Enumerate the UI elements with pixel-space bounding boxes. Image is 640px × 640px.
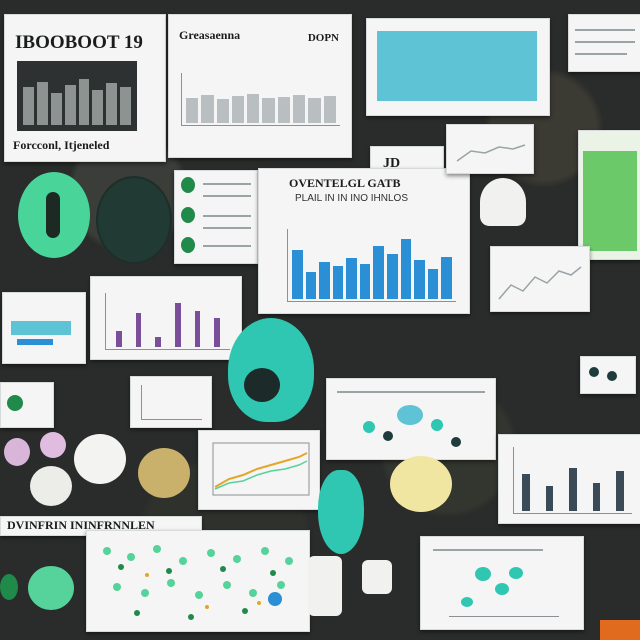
pink-flower-graphic bbox=[4, 438, 30, 466]
dashboard-card-far-right bbox=[568, 14, 640, 72]
purple-bar-chart-card bbox=[90, 276, 242, 360]
teal-band bbox=[11, 321, 71, 335]
line-chart bbox=[456, 144, 526, 162]
right-line-chart-card bbox=[490, 246, 590, 312]
right-icon-card bbox=[580, 356, 636, 394]
gold-coin-graphic bbox=[138, 448, 190, 498]
banner-text: DVINFRIN ININFRNNLEN bbox=[7, 518, 155, 532]
bar-chart bbox=[105, 293, 230, 350]
dashboard-card-top-right bbox=[366, 18, 550, 116]
small-icon-card bbox=[0, 382, 54, 428]
bar-chart bbox=[17, 61, 137, 131]
card-title-right: DOPN bbox=[307, 32, 339, 44]
green-panel-fill bbox=[583, 151, 637, 251]
card-title: IBOOBOOT 19 bbox=[15, 32, 143, 53]
white-dome-graphic bbox=[480, 178, 526, 226]
puzzle-graphic bbox=[308, 556, 342, 616]
puzzle-graphic bbox=[362, 560, 392, 594]
card-caption: Forcconl, Itjeneled bbox=[13, 138, 110, 152]
green-rosette-graphic bbox=[0, 574, 18, 600]
dot-pattern-card bbox=[86, 530, 310, 632]
card-title-left: Greasaenna bbox=[179, 28, 241, 42]
teal-ribbon-graphic bbox=[318, 470, 364, 554]
bar-chart bbox=[513, 447, 632, 514]
left-teal-chart-card bbox=[2, 292, 86, 364]
center-card-title: OVENTELGL GATB bbox=[289, 176, 401, 190]
line-chart bbox=[498, 266, 582, 300]
mini-line-chart-card bbox=[446, 124, 534, 174]
white-flower-graphic bbox=[74, 434, 126, 484]
blue-band bbox=[17, 339, 53, 345]
teal-creature-graphic bbox=[228, 318, 314, 422]
dashboard-card-top-left: IBOOBOOT 19 Forcconl, Itjeneled bbox=[4, 14, 166, 162]
bottom-scatter-card bbox=[420, 536, 584, 630]
center-bar-chart-card: OVENTELGL GATB PLAIL IN IN INO IHNLOS bbox=[258, 168, 470, 314]
tag-label: JD bbox=[383, 156, 401, 171]
plant-list-card bbox=[174, 170, 258, 264]
green-rosette-graphic bbox=[28, 566, 74, 610]
green-side-panel bbox=[578, 130, 640, 260]
orange-corner-accent bbox=[600, 620, 640, 640]
teal-chart bbox=[377, 31, 537, 101]
right-bar-chart-card bbox=[498, 434, 640, 524]
pink-flower-graphic bbox=[40, 432, 66, 458]
line-chart bbox=[212, 442, 310, 496]
center-card-subtitle: PLAIL IN IN INO IHNLOS bbox=[295, 193, 408, 204]
lower-line-chart-card bbox=[198, 430, 320, 510]
dashboard-card-top-mid: Greasaenna DOPN bbox=[168, 14, 352, 158]
green-blob-left bbox=[18, 172, 90, 258]
mid-small-chart-card bbox=[130, 376, 212, 428]
white-flower-graphic bbox=[30, 466, 72, 506]
scatter-card bbox=[326, 378, 496, 460]
dot-pattern bbox=[103, 545, 293, 620]
dark-leaf-graphic bbox=[96, 176, 172, 264]
bar-chart bbox=[181, 73, 340, 126]
bar-chart bbox=[287, 229, 456, 302]
glowing-orb-graphic bbox=[390, 456, 452, 512]
